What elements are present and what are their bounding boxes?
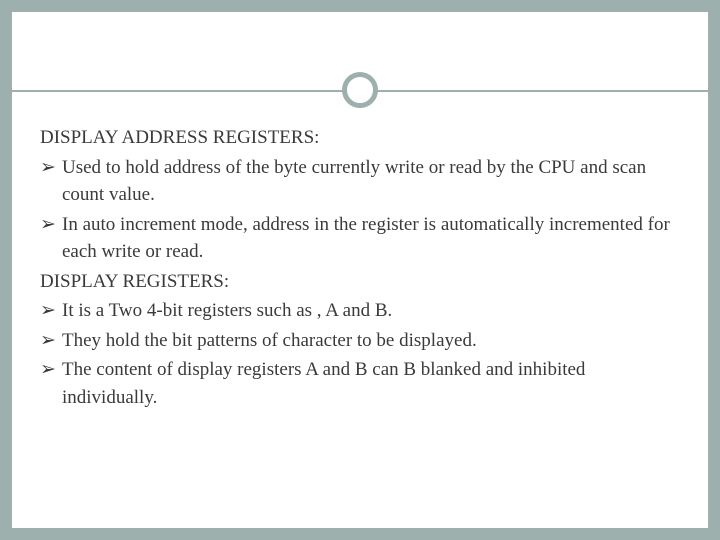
bullet-text: The content of display registers A and B… xyxy=(62,356,680,411)
slide-header-area xyxy=(12,12,708,92)
bullet-marker-icon: ➢ xyxy=(40,297,62,325)
bullet-item: ➢ It is a Two 4-bit registers such as , … xyxy=(40,297,680,325)
section-heading: DISPLAY REGISTERS: xyxy=(40,268,680,296)
bullet-item: ➢ In auto increment mode, address in the… xyxy=(40,211,680,266)
circle-ornament-icon xyxy=(342,72,378,108)
slide-content: DISPLAY ADDRESS REGISTERS: ➢ Used to hol… xyxy=(12,92,708,433)
bullet-text: Used to hold address of the byte current… xyxy=(62,154,680,209)
bullet-text: It is a Two 4-bit registers such as , A … xyxy=(62,297,680,325)
section-heading: DISPLAY ADDRESS REGISTERS: xyxy=(40,124,680,152)
bullet-marker-icon: ➢ xyxy=(40,327,62,355)
bullet-marker-icon: ➢ xyxy=(40,154,62,209)
bullet-marker-icon: ➢ xyxy=(40,356,62,411)
bullet-item: ➢ The content of display registers A and… xyxy=(40,356,680,411)
bullet-text: They hold the bit patterns of character … xyxy=(62,327,680,355)
bullet-marker-icon: ➢ xyxy=(40,211,62,266)
bullet-text: In auto increment mode, address in the r… xyxy=(62,211,680,266)
slide-container: DISPLAY ADDRESS REGISTERS: ➢ Used to hol… xyxy=(0,0,720,540)
bullet-item: ➢ Used to hold address of the byte curre… xyxy=(40,154,680,209)
bullet-item: ➢ They hold the bit patterns of characte… xyxy=(40,327,680,355)
